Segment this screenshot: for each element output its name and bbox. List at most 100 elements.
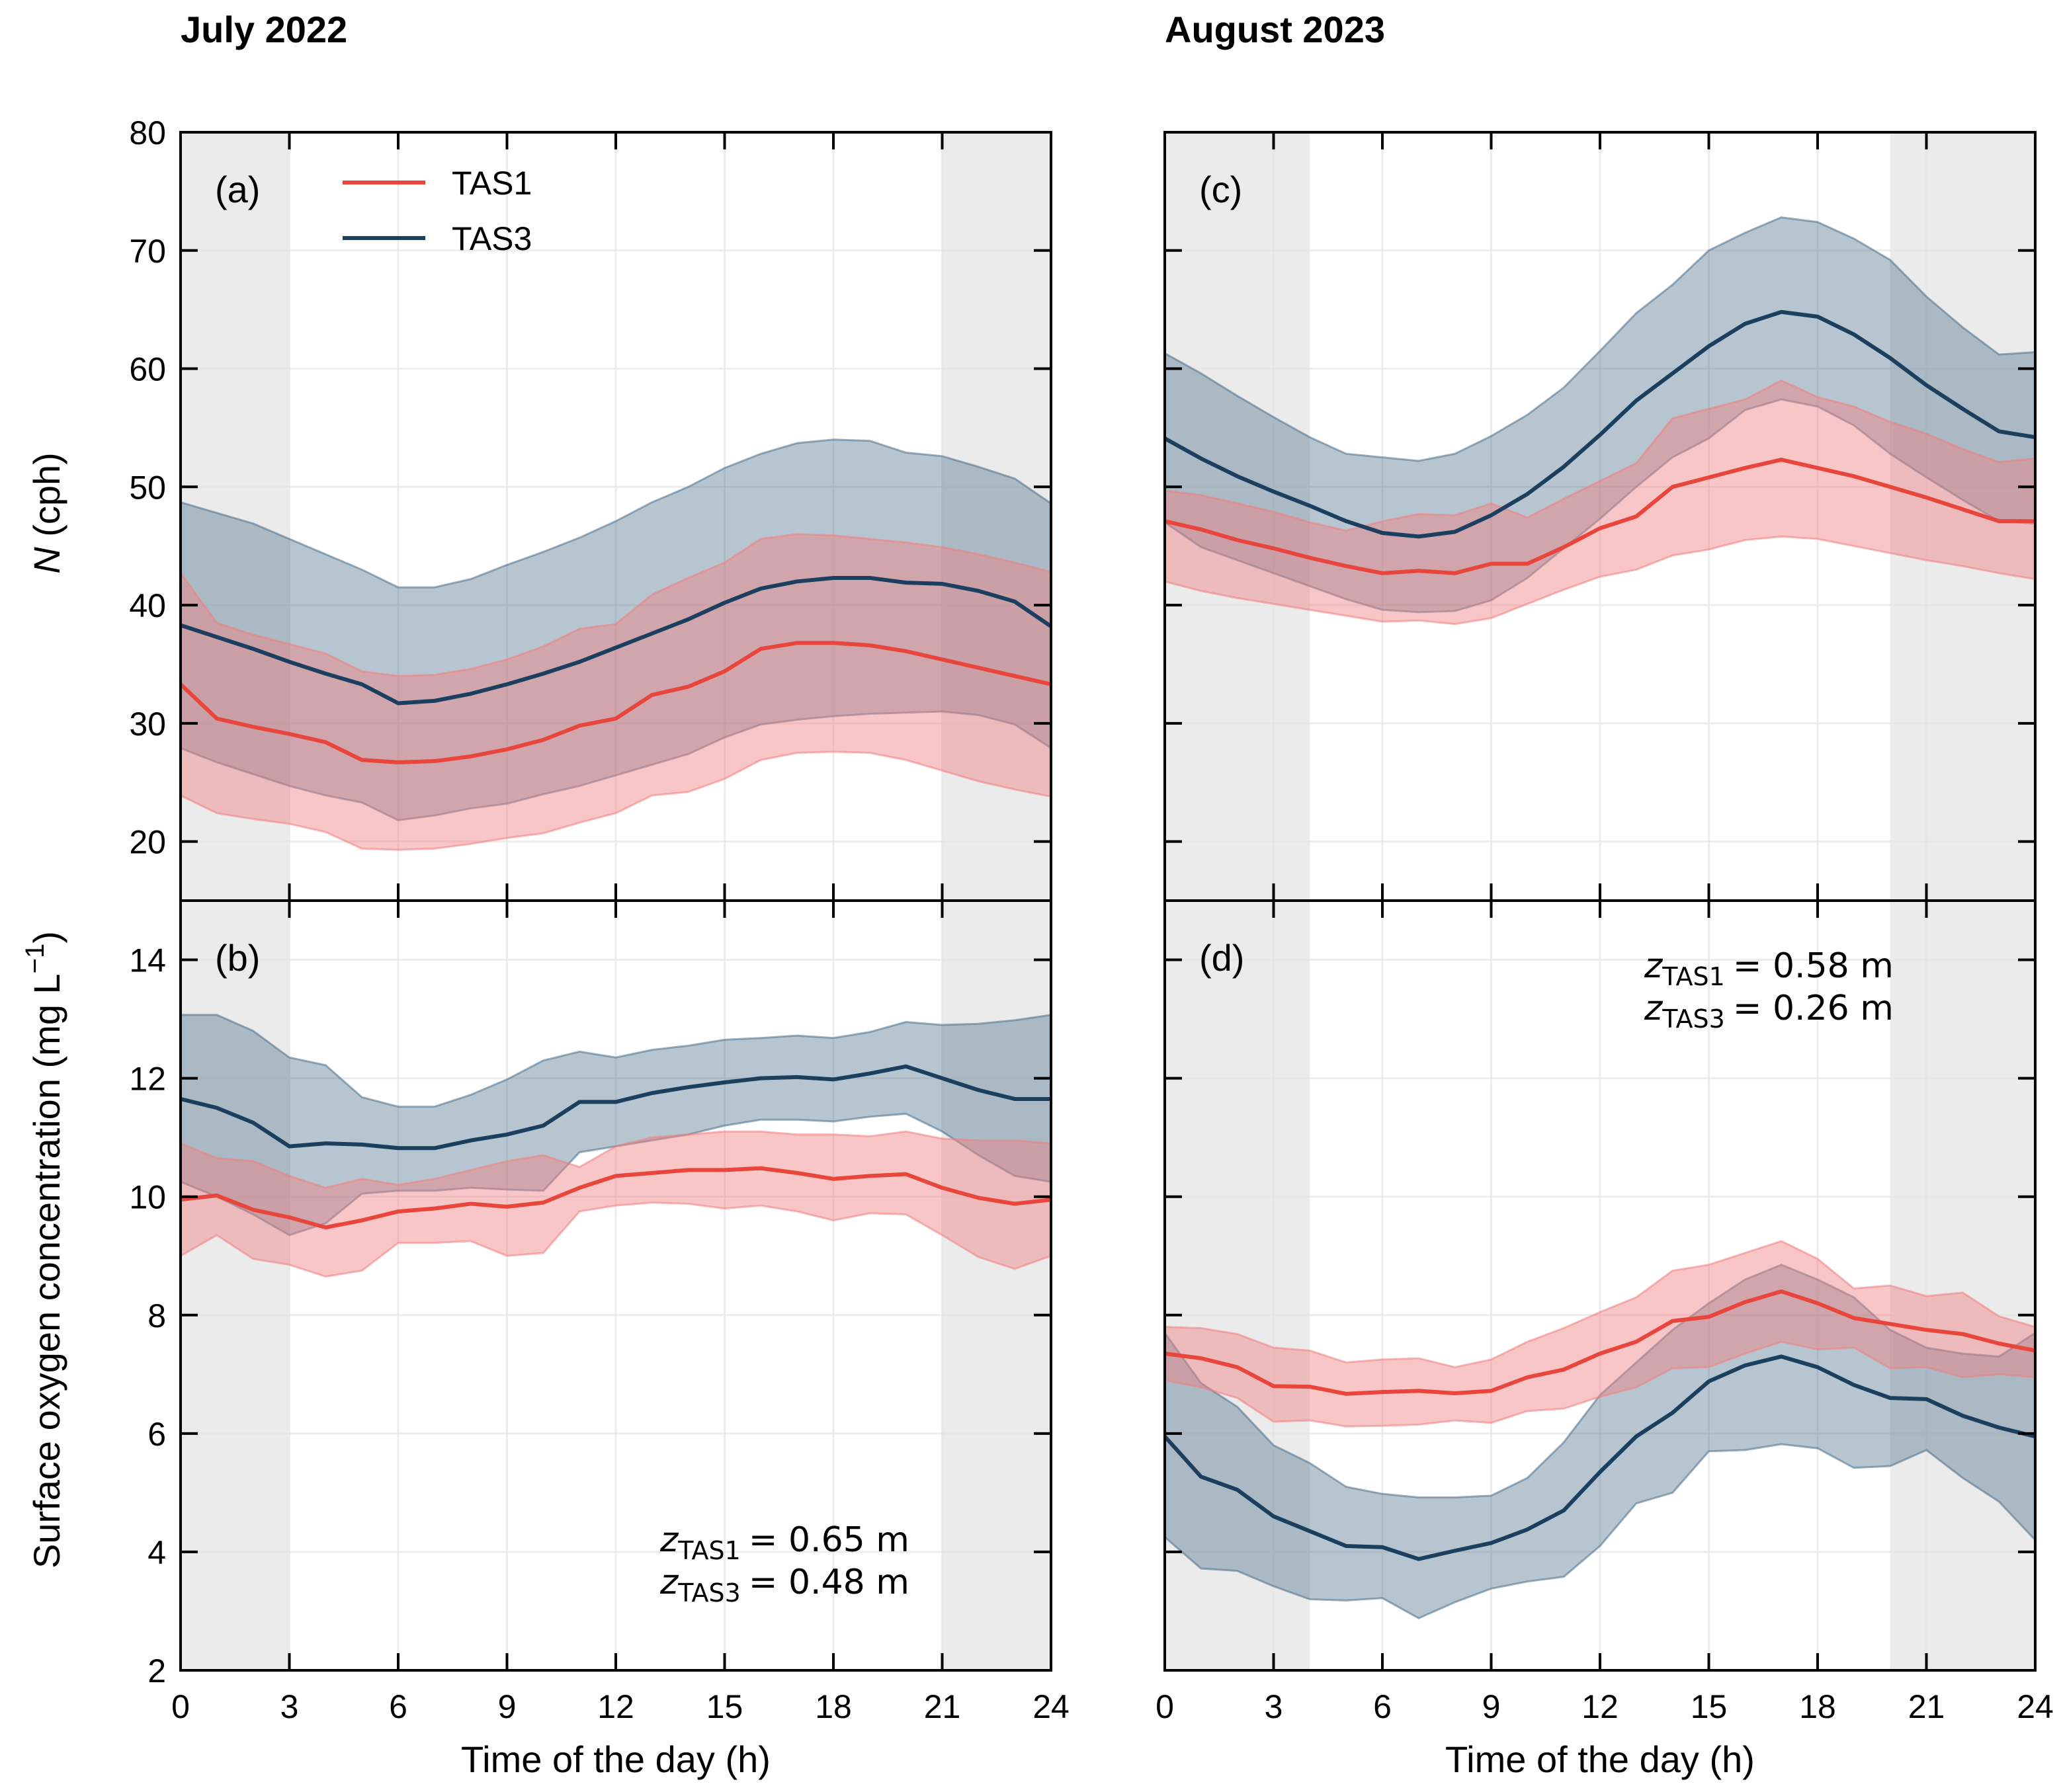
y-tick-label: 2 [147, 1652, 166, 1690]
band-tas1 [1165, 380, 2035, 624]
y-axis-title-oxygen-close: ) [26, 931, 67, 944]
panel-tag-d: (d) [1199, 937, 1244, 979]
band-upper-edge-tas3 [181, 1014, 1051, 1108]
night-shading [942, 901, 1051, 1670]
x-tick-label: 18 [815, 1688, 852, 1725]
x-tick-label: 24 [1032, 1688, 1070, 1725]
column-title-august-2023: August 2023 [1165, 9, 1385, 50]
band-tas3 [1165, 1264, 2035, 1619]
y-tick-label: 14 [129, 942, 166, 979]
x-tick-label: 9 [1482, 1688, 1501, 1725]
x-tick-label: 21 [924, 1688, 961, 1725]
series-group [181, 438, 1051, 851]
band-lower-edge-tas3 [1165, 398, 2035, 614]
x-tick-label: 21 [1908, 1688, 1945, 1725]
band-upper-edge-tas3 [1165, 216, 2035, 462]
night-shading [1890, 901, 2035, 1670]
band-upper-edge-tas1 [181, 533, 1051, 677]
night-shading [1165, 132, 1310, 901]
depth-annotation-tas3: zTAS3 = 0.26 m [1644, 989, 1894, 1034]
band-upper-edge-tas3 [1165, 1264, 2035, 1499]
depth-annotation-tas3: zTAS3 = 0.48 m [659, 1563, 909, 1608]
band-tas1 [1165, 1241, 2035, 1427]
band-tas1 [181, 1131, 1051, 1277]
band-upper-edge-tas1 [1165, 1240, 2035, 1369]
y-tick-label: 70 [129, 233, 166, 270]
x-tick-label: 15 [706, 1688, 743, 1725]
band-upper-edge-tas3 [181, 438, 1051, 589]
line-tas3 [1165, 1354, 2035, 1561]
line-tas1 [181, 1166, 1051, 1230]
x-tick-label: 3 [1265, 1688, 1283, 1725]
y-axis-title-n: N (cph) [26, 452, 67, 574]
y-tick-label: 12 [129, 1061, 166, 1098]
y-tick-label: 4 [147, 1534, 166, 1571]
line-tas1 [1165, 458, 2035, 575]
band-upper-edge-tas1 [181, 1130, 1051, 1189]
panel-c: (c) [1163, 131, 2037, 902]
series-group [1165, 1240, 2035, 1619]
y-axis-title-oxygen: Surface oxygen concentration (mg L−1) [21, 931, 67, 1568]
line-tas3 [181, 1064, 1051, 1151]
band-lower-edge-tas3 [181, 710, 1051, 821]
night-shading [181, 132, 290, 901]
x-axis-title-left: Time of the day (h) [461, 1738, 771, 1780]
y-axis-title-oxygen-text: Surface oxygen concentration (mg L [26, 973, 67, 1568]
line-tas3 [181, 575, 1051, 706]
band-lower-edge-tas1 [181, 1201, 1051, 1278]
legend-label-tas3: TAS3 [452, 220, 532, 257]
y-tick-label: 8 [147, 1297, 166, 1334]
legend-label-tas1: TAS1 [452, 165, 532, 202]
line-tas1 [1165, 1289, 2035, 1396]
panel-tag-b: (b) [215, 937, 260, 979]
y-tick-label: 40 [129, 587, 166, 624]
y-axis-title-n-unit: (cph) [26, 452, 67, 547]
panel-tag-a: (a) [215, 169, 260, 210]
x-tick-label: 12 [597, 1688, 634, 1725]
line-tas3 [1165, 309, 2035, 539]
x-tick-label: 18 [1799, 1688, 1836, 1725]
series-group [181, 1014, 1051, 1278]
series-group [1165, 216, 2035, 626]
column-title-july-2022: July 2022 [181, 9, 347, 50]
y-tick-label: 30 [129, 706, 166, 743]
panel-tag-c: (c) [1199, 169, 1242, 210]
night-shading [1165, 901, 1310, 1670]
depth-annotation-tas1: zTAS1 = 0.58 m [1644, 946, 1894, 991]
panel-a: 20 30 40 50 60 70 80 (a) TAS1 TAS3 [129, 114, 1052, 902]
y-axis-title-n-symbol: N [26, 547, 67, 574]
line-tas1 [181, 641, 1051, 764]
x-tick-label: 6 [1373, 1688, 1392, 1725]
y-axis-title-oxygen-exponent: −1 [21, 944, 50, 974]
night-shading [181, 901, 290, 1670]
x-tick-label: 6 [389, 1688, 407, 1725]
band-upper-edge-tas1 [1165, 379, 2035, 532]
x-axis-title-right: Time of the day (h) [1445, 1738, 1755, 1780]
band-tas3 [181, 1014, 1051, 1235]
y-tick-label: 20 [129, 824, 166, 861]
band-lower-edge-tas1 [181, 751, 1051, 851]
depth-annotation-tas1: zTAS1 = 0.65 m [659, 1520, 909, 1565]
x-tick-label: 0 [1156, 1688, 1174, 1725]
x-tick-label: 9 [498, 1688, 517, 1725]
x-tick-label: 15 [1691, 1688, 1728, 1725]
y-tick-label: 6 [147, 1416, 166, 1453]
band-tas1 [181, 534, 1051, 850]
band-lower-edge-tas3 [1165, 1443, 2035, 1619]
x-tick-label: 24 [2017, 1688, 2054, 1725]
y-tick-label: 10 [129, 1179, 166, 1216]
x-tick-label: 0 [171, 1688, 190, 1725]
y-tick-label: 80 [129, 114, 166, 151]
band-lower-edge-tas1 [1165, 535, 2035, 626]
y-tick-label: 60 [129, 351, 166, 388]
night-shading [1890, 132, 2035, 901]
y-tick-label: 50 [129, 469, 166, 506]
x-tick-label: 12 [1581, 1688, 1619, 1725]
night-shading [942, 132, 1051, 901]
x-tick-label: 3 [280, 1688, 299, 1725]
band-lower-edge-tas1 [1165, 1340, 2035, 1428]
